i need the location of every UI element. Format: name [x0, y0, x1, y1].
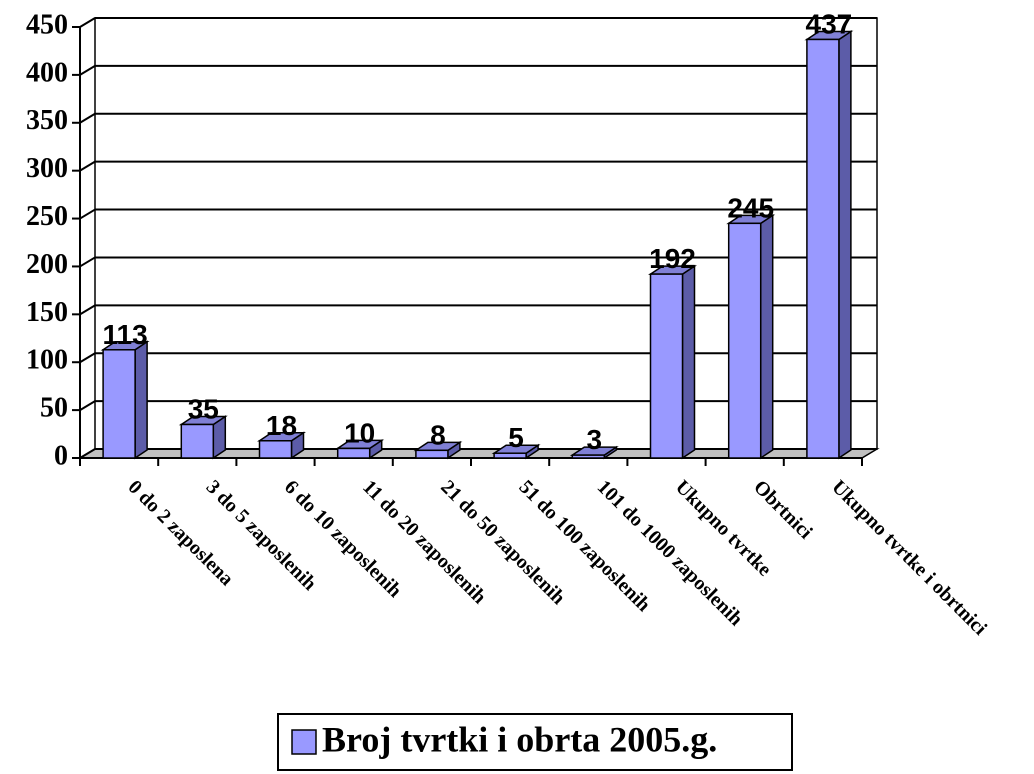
grid-line-side	[79, 65, 96, 76]
bar-front	[806, 38, 840, 459]
bar	[335, 439, 385, 460]
bar-front	[571, 454, 606, 459]
bar	[648, 264, 697, 460]
data-label: 192	[649, 243, 696, 274]
y-tick-label: 350	[26, 105, 68, 136]
grid-line-side	[79, 17, 96, 28]
bar-front	[336, 447, 371, 459]
bar-front	[727, 222, 762, 459]
bar-side	[681, 264, 696, 460]
bar-side	[134, 340, 148, 460]
grid-line-side	[79, 448, 96, 459]
y-tick-label: 200	[26, 249, 68, 280]
y-tick-label: 300	[26, 153, 68, 184]
y-tick-label: 150	[26, 297, 68, 328]
bar	[804, 30, 854, 460]
legend-box	[277, 713, 793, 771]
bar-front	[493, 452, 527, 459]
grid-line-side	[79, 160, 96, 172]
bar	[491, 443, 541, 460]
data-label: 113	[103, 319, 148, 350]
bar	[413, 440, 463, 460]
data-label: 8	[430, 419, 446, 450]
data-label: 3	[587, 424, 603, 455]
grid-line-side	[79, 256, 96, 268]
bar-front	[258, 440, 293, 459]
bar-side	[759, 213, 774, 460]
data-label: 10	[344, 417, 375, 448]
data-label: 245	[727, 192, 774, 223]
bar-front	[102, 349, 136, 459]
y-tick-label: 450	[26, 9, 68, 40]
y-tick-label: 250	[26, 201, 68, 232]
legend-swatch	[291, 729, 317, 755]
data-label: 437	[806, 8, 853, 39]
bar	[257, 431, 306, 460]
legend-label: Broj tvrtki i obrta 2005.g.	[322, 719, 717, 759]
grid-line-side	[79, 112, 96, 124]
y-tick-label: 400	[26, 57, 68, 88]
legend: Broj tvrtki i obrta 2005.g.	[277, 713, 793, 771]
y-tick-label: 0	[54, 440, 68, 471]
grid-line-side	[79, 352, 96, 364]
y-tick-label: 100	[26, 345, 68, 376]
bar-front	[649, 273, 684, 459]
bar-front	[180, 423, 215, 459]
bar	[569, 445, 619, 460]
bar	[726, 213, 776, 460]
bar-front	[415, 449, 449, 459]
data-label: 18	[266, 410, 297, 441]
bar	[100, 340, 150, 460]
grid-line-side	[79, 304, 96, 316]
bar	[178, 415, 228, 460]
data-label: 5	[508, 422, 524, 453]
grid-line-side	[79, 400, 96, 411]
data-label: 35	[188, 393, 219, 424]
grid-line-side	[79, 208, 96, 220]
y-tick-label: 50	[40, 393, 68, 424]
bar-side	[838, 30, 852, 460]
